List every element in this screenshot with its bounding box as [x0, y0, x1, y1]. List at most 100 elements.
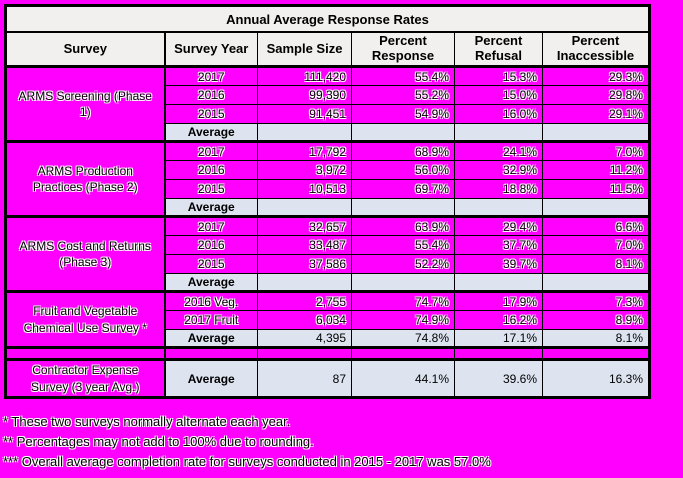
separator-cell [351, 346, 455, 361]
percent-response-cell: 54.9% [351, 104, 455, 124]
sample-size-cell: 111,420 [257, 65, 352, 86]
table-row: 2016 3,972 56.0% 32.9% 11.2% [6, 160, 650, 180]
survey-name-cell: ARMS Production Practices (Phase 2) [5, 140, 166, 217]
survey-year-cell: 2015 [164, 104, 258, 124]
percent-refusal-cell: 16.2% [454, 310, 543, 330]
percent-response-cell: 55.4% [351, 65, 455, 86]
sample-size-cell: 2,755 [257, 290, 352, 311]
percent-response-cell: 68.9% [351, 140, 455, 161]
table-row: ARMS Screening (Phase 1) 2017 111,420 55.4%… [5, 65, 650, 142]
percent-inaccessible-cell: 7.3% [542, 290, 650, 311]
percent-refusal-cell: 18.8% [454, 179, 543, 199]
column-header-percent-inaccessible: Percent Inaccessible [542, 31, 650, 68]
table-row: 2015 37,586 52.2% 39.7% 8.1% [6, 254, 650, 274]
column-header-percent-refusal: Percent Refusal [454, 31, 543, 68]
average-label-cell: Average [164, 123, 258, 142]
percent-response-cell [351, 273, 455, 292]
percent-response-cell: 74.9% [351, 310, 455, 330]
percent-response-cell: 74.8% [351, 329, 455, 348]
average-row: Average 4,395 74.8% 17.1% 8.1% [6, 329, 650, 348]
percent-response-cell [351, 198, 455, 217]
percent-refusal-cell: 16.0% [454, 104, 543, 124]
percent-refusal-cell [454, 123, 543, 142]
sample-size-cell: 87 [257, 359, 352, 398]
percent-response-cell: 55.2% [351, 85, 455, 105]
footnote-rounding: ** Percentages may not add to 100% due t… [3, 434, 314, 449]
percent-refusal-cell: 17.9% [454, 290, 543, 311]
survey-name-cell: Contractor Expense Survey (3 year Avg.) [5, 359, 166, 398]
sample-size-cell: 3,972 [257, 160, 352, 180]
table-row: ARMS Cost and Returns (Phase 3) 2017 32,65… [5, 215, 650, 292]
separator-cell [542, 346, 650, 361]
table-row: ARMS Production Practices (Phase 2) 2017 1… [5, 140, 650, 217]
percent-inaccessible-cell: 7.0% [542, 235, 650, 255]
percent-inaccessible-cell: 16.3% [542, 359, 650, 398]
average-row: Average [6, 273, 650, 292]
percent-refusal-cell: 39.6% [454, 359, 543, 398]
response-rates-table: Annual Average Response Rates Survey Sur… [4, 4, 651, 399]
percent-response-cell: 56.0% [351, 160, 455, 180]
separator-cell [257, 346, 352, 361]
survey-name-cell: ARMS Screening (Phase 1) [5, 65, 166, 142]
sample-size-cell: 32,657 [257, 215, 352, 236]
average-row: Average [6, 198, 650, 217]
percent-inaccessible-cell: 7.0% [542, 140, 650, 161]
sample-size-cell [257, 123, 352, 142]
sample-size-cell: 91,451 [257, 104, 352, 124]
sample-size-cell: 17,792 [257, 140, 352, 161]
table-row: 2016 99,390 55.2% 15.0% 29.8% [6, 85, 650, 105]
percent-refusal-cell: 24.1% [454, 140, 543, 161]
survey-name-cell: ARMS Cost and Returns (Phase 3) [5, 215, 166, 292]
percent-response-cell: 52.2% [351, 254, 455, 274]
average-row: Average [6, 123, 650, 142]
sample-size-cell: 6,034 [257, 310, 352, 330]
survey-year-cell: 2015 [164, 179, 258, 199]
percent-refusal-cell [454, 198, 543, 217]
table-row: Fruit and Vegetable Chemical Use Survey … [5, 290, 650, 348]
sample-size-cell: 33,487 [257, 235, 352, 255]
average-label-cell: Average [164, 198, 258, 217]
percent-inaccessible-cell [542, 198, 650, 217]
percent-inaccessible-cell: 8.1% [542, 329, 650, 348]
percent-inaccessible-cell: 11.5% [542, 179, 650, 199]
table-row: 2017 Fruit 6,034 74.9% 16.2% 8.9% [6, 310, 650, 330]
footnote-alternate-years: * These two surveys normally alternate e… [3, 414, 291, 429]
table-title-row: Annual Average Response Rates [5, 5, 650, 33]
survey-year-cell: 2016 [164, 160, 258, 180]
column-header-sample-size: Sample Size [257, 31, 352, 68]
sample-size-cell: 10,513 [257, 179, 352, 199]
survey-year-cell: 2017 [164, 215, 258, 236]
percent-inaccessible-cell: 29.3% [542, 65, 650, 86]
separator-cell [5, 346, 166, 361]
footnotes: * These two surveys normally alternate e… [3, 412, 491, 472]
separator-cell [164, 346, 258, 361]
table-row: 2015 10,513 69.7% 18.8% 11.5% [6, 179, 650, 199]
footnote-overall-rate: *** Overall average completion rate for … [3, 454, 491, 469]
percent-response-cell: 74.7% [351, 290, 455, 311]
survey-year-cell: 2017 Fruit [164, 310, 258, 330]
percent-refusal-cell: 32.9% [454, 160, 543, 180]
survey-year-cell: 2016 [164, 235, 258, 255]
percent-refusal-cell: 29.4% [454, 215, 543, 236]
survey-year-cell: 2017 [164, 65, 258, 86]
percent-refusal-cell: 15.3% [454, 65, 543, 86]
percent-inaccessible-cell: 29.8% [542, 85, 650, 105]
average-label-cell: Average [164, 359, 258, 398]
survey-name-cell: Fruit and Vegetable Chemical Use Survey … [5, 290, 166, 348]
percent-inaccessible-cell: 8.9% [542, 310, 650, 330]
column-header-percent-response: Percent Response [351, 31, 455, 68]
percent-inaccessible-cell: 8.1% [542, 254, 650, 274]
average-label-cell: Average [164, 329, 258, 348]
percent-inaccessible-cell: 11.2% [542, 160, 650, 180]
sample-size-cell: 4,395 [257, 329, 352, 348]
percent-response-cell: 44.1% [351, 359, 455, 398]
percent-refusal-cell: 39.7% [454, 254, 543, 274]
separator-row [5, 346, 650, 361]
percent-refusal-cell [454, 273, 543, 292]
table-title: Annual Average Response Rates [5, 5, 650, 33]
percent-response-cell: 55.4% [351, 235, 455, 255]
survey-year-cell: 2017 [164, 140, 258, 161]
percent-response-cell: 69.7% [351, 179, 455, 199]
percent-response-cell [351, 123, 455, 142]
